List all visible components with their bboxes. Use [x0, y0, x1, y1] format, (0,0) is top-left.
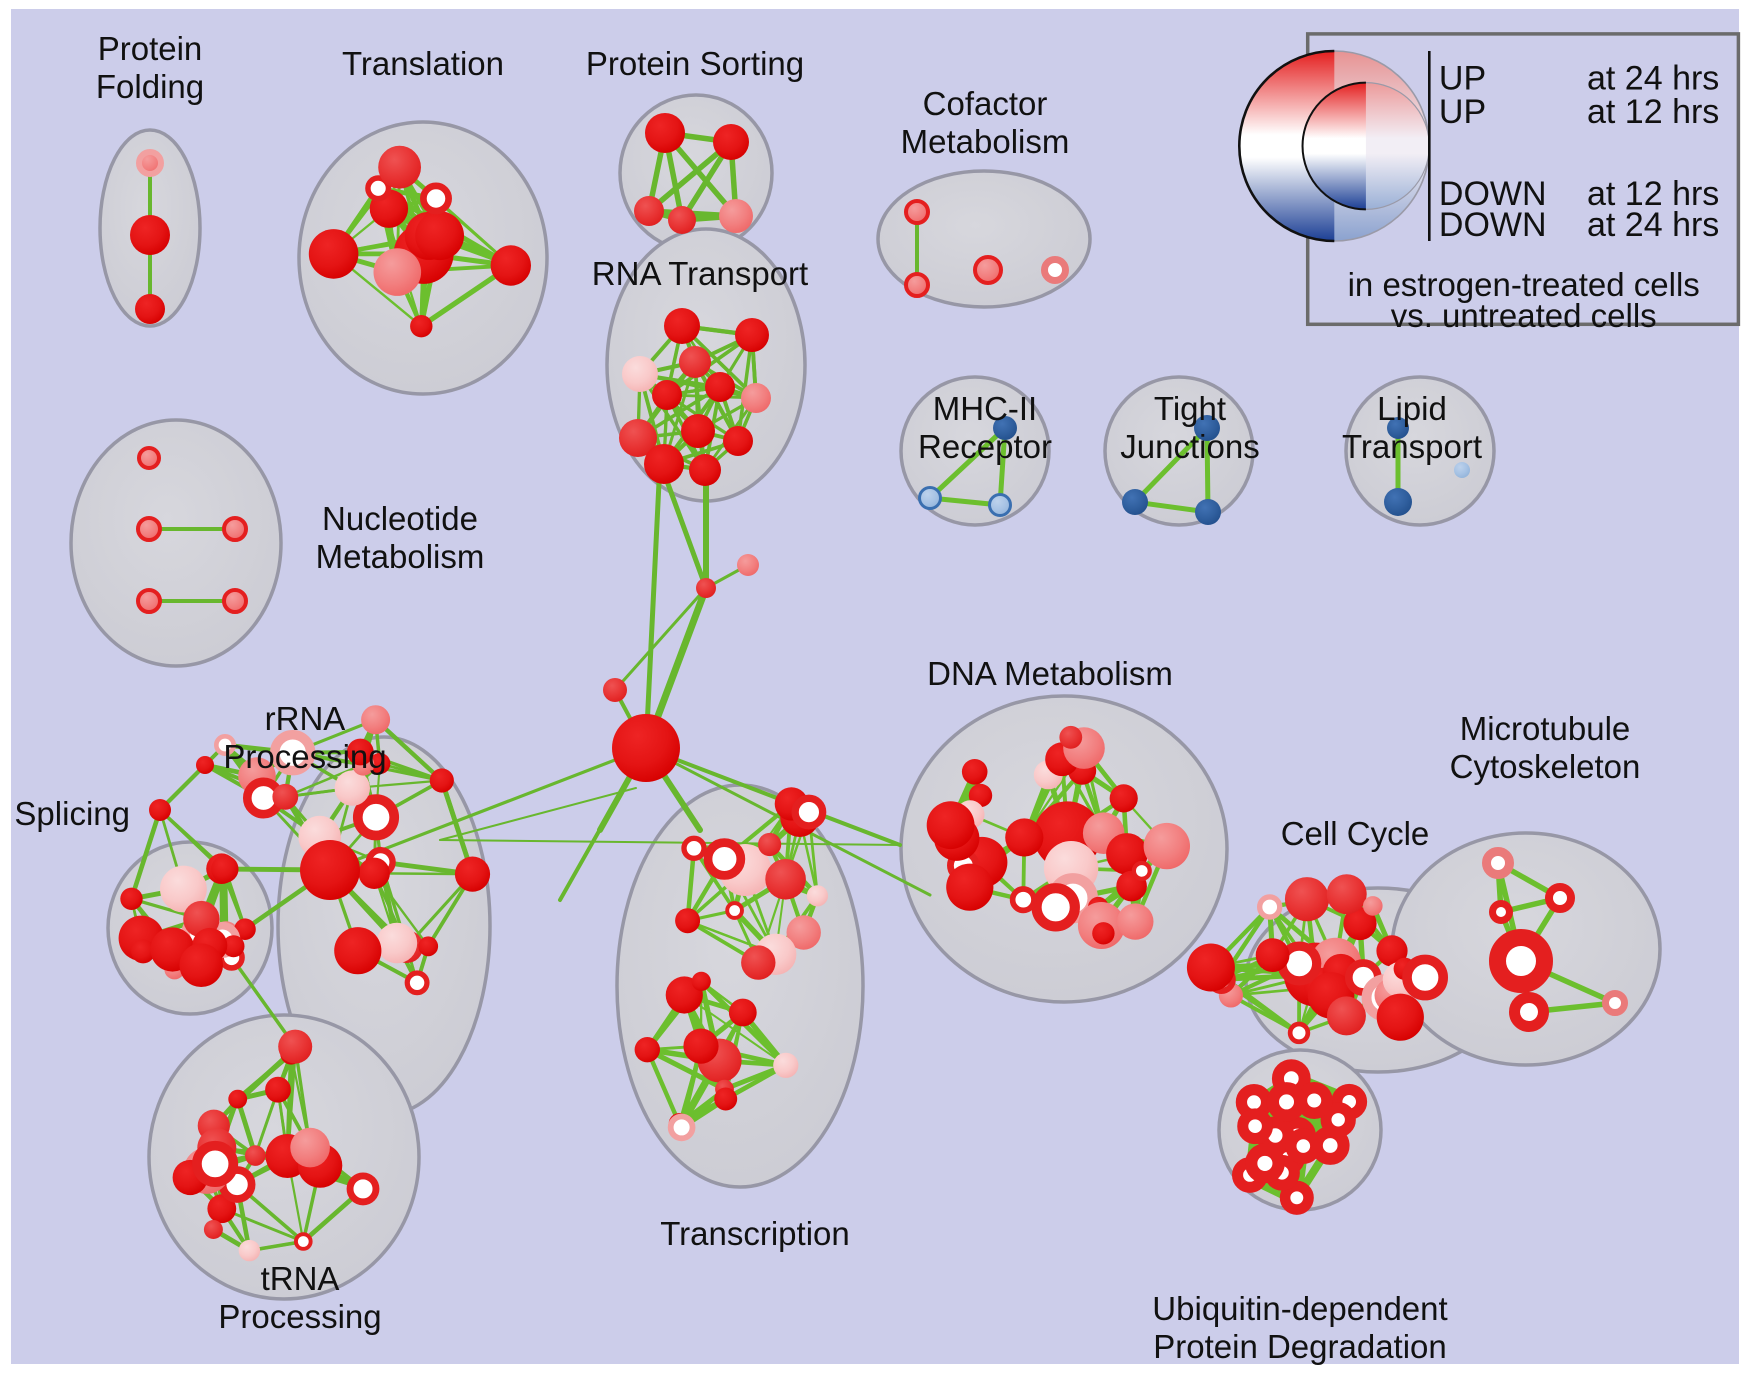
svg-text:at 12 hrs: at 12 hrs	[1587, 93, 1719, 131]
svg-text:Protein Degradation: Protein Degradation	[1153, 1328, 1447, 1365]
svg-text:RNA Transport: RNA Transport	[592, 255, 808, 292]
svg-text:Cofactor: Cofactor	[923, 85, 1048, 122]
svg-text:Translation: Translation	[342, 45, 504, 82]
svg-text:rRNA: rRNA	[265, 700, 346, 737]
svg-text:DOWN: DOWN	[1439, 206, 1547, 244]
svg-text:at 24 hrs: at 24 hrs	[1587, 206, 1719, 244]
svg-text:Transcription: Transcription	[660, 1215, 850, 1252]
svg-text:UP: UP	[1439, 93, 1486, 131]
svg-text:Receptor: Receptor	[918, 428, 1052, 465]
svg-text:Junctions: Junctions	[1120, 428, 1259, 465]
svg-text:Microtubule: Microtubule	[1460, 710, 1631, 747]
svg-text:Protein Sorting: Protein Sorting	[586, 45, 804, 82]
svg-text:Processing: Processing	[223, 738, 386, 775]
svg-text:Protein: Protein	[98, 30, 203, 67]
svg-text:Cytoskeleton: Cytoskeleton	[1450, 748, 1641, 785]
svg-text:tRNA: tRNA	[261, 1260, 340, 1297]
svg-text:Folding: Folding	[96, 68, 204, 105]
svg-text:Tight: Tight	[1154, 390, 1226, 427]
svg-text:Transport: Transport	[1342, 428, 1482, 465]
svg-text:vs. untreated cells: vs. untreated cells	[1391, 297, 1657, 334]
svg-text:Cell Cycle: Cell Cycle	[1281, 815, 1430, 852]
svg-text:Ubiquitin-dependent: Ubiquitin-dependent	[1152, 1290, 1447, 1327]
svg-text:Processing: Processing	[218, 1298, 381, 1335]
svg-text:Nucleotide: Nucleotide	[322, 500, 478, 537]
svg-text:MHC-II: MHC-II	[933, 390, 1037, 427]
svg-text:Splicing: Splicing	[14, 795, 130, 832]
svg-text:Lipid: Lipid	[1377, 390, 1447, 427]
svg-text:at 24 hrs: at 24 hrs	[1587, 59, 1719, 97]
svg-text:Metabolism: Metabolism	[901, 123, 1070, 160]
svg-text:Metabolism: Metabolism	[316, 538, 485, 575]
svg-text:UP: UP	[1439, 59, 1486, 97]
svg-text:DNA Metabolism: DNA Metabolism	[927, 655, 1173, 692]
